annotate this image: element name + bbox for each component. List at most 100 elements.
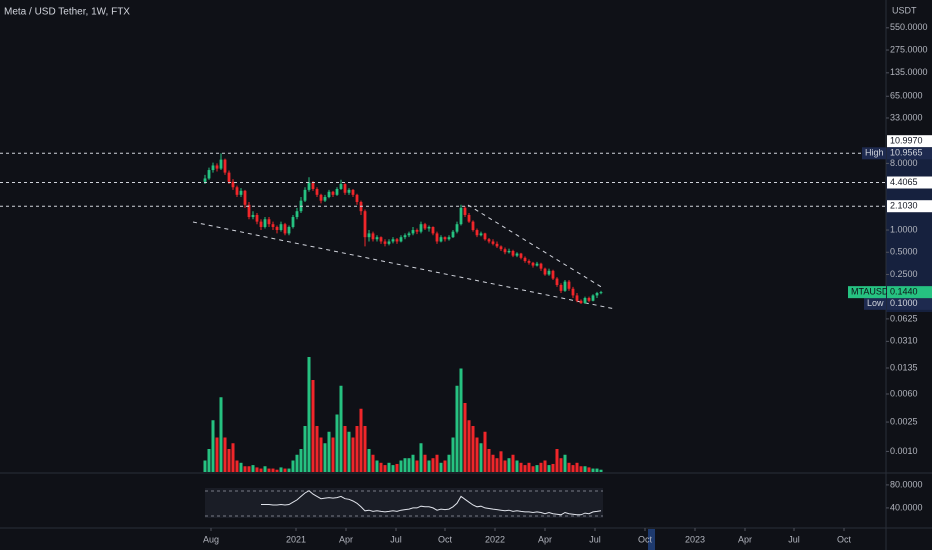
volume-bar [463,403,467,472]
candle-body [263,219,267,227]
candle-body [383,241,387,244]
volume-bar [587,467,591,472]
y-tick-label: 0.0010 [890,446,918,456]
candle-body [203,178,207,182]
y-tick-label: 8.0000 [890,158,918,168]
volume-bar [311,380,315,472]
volume-bar [579,466,583,472]
candle-body [371,233,375,240]
candle-body [579,300,583,304]
volume-bar [495,458,499,472]
y-axis-label: USDT [892,5,917,15]
volume-bar [431,458,435,472]
volume-bar [243,466,247,472]
candle-body [363,211,367,238]
x-tick-label: Jul [788,534,800,544]
candle-body [515,253,519,256]
candle-body [483,233,487,240]
candle-body [535,263,539,266]
volume-bar [507,458,511,472]
candle-body [511,250,515,256]
candle-body [547,270,551,275]
volume-bar [423,454,427,472]
candle-body [487,239,491,242]
candle-body [435,233,439,242]
candle-body [323,197,327,201]
candle-body [255,214,259,222]
volume-bar [387,462,391,472]
candle-body [559,284,563,291]
candle-body [419,224,423,232]
candle-body [319,194,323,201]
candle-body [219,159,223,169]
x-tick-label: 2023 [685,534,705,544]
volume-bar [335,414,339,472]
x-tick-label: 2022 [485,534,505,544]
candle-body [423,224,427,229]
volume-bar [339,385,343,472]
volume-bar [535,465,539,472]
candle-body [443,237,447,240]
volume-bar [583,466,587,472]
candle-body [503,249,507,253]
x-tick-label: Oct [837,534,852,544]
candle-body [315,188,319,195]
volume-bar [435,454,439,472]
x-tick-label: 2021 [286,534,306,544]
volume-bar [203,460,207,472]
volume-bar [287,468,291,472]
volume-bar [263,466,267,472]
candle-body [495,243,499,247]
candle-body [271,224,275,227]
volume-bar [307,357,311,472]
trend-line [467,204,604,289]
volume-bar [487,449,491,472]
volume-bar [531,466,535,472]
level-box [887,135,932,148]
volume-bar [343,426,347,472]
volume-bar [447,454,451,472]
volume-bar [227,449,231,472]
candle-body [595,293,599,296]
candle-body [539,263,543,269]
candle-body [379,237,383,242]
volume-bar [295,454,299,472]
rsi-tick-label: 80.0000 [890,479,923,489]
candle-body [499,246,503,250]
candle-body [331,191,335,195]
candle-body [231,181,235,188]
volume-bar [499,451,503,472]
volume-bar [379,462,383,472]
candle-body [279,224,283,231]
axis-highlight [886,148,932,312]
volume-bar [479,443,483,472]
candle-body [307,182,311,190]
candle-body [451,231,455,238]
candle-body [223,159,227,173]
low-name-box [864,297,886,310]
candle-body [411,230,415,234]
candle-body [475,230,479,236]
candle-body [467,214,471,222]
candle-body [587,297,591,301]
candle-body [251,214,255,218]
volume-bar [467,420,471,472]
candle-body [591,295,595,301]
volume-bar [283,468,287,472]
volume-bar [443,460,447,472]
candle-body [583,297,587,304]
candle-body [395,239,399,242]
volume-bar [323,443,327,472]
candle-body [507,250,511,253]
candle-body [407,233,411,236]
candle-body [215,165,219,169]
candle-body [347,189,351,193]
volume-bar [483,431,487,472]
candle-body [479,233,483,236]
volume-bar [215,437,219,472]
last-value: 0.1440 [890,287,918,297]
candle-body [599,292,603,294]
y-tick-label: 0.0025 [890,416,918,426]
y-tick-label: 135.0000 [890,67,928,77]
y-tick-label: 1.0000 [890,224,918,234]
